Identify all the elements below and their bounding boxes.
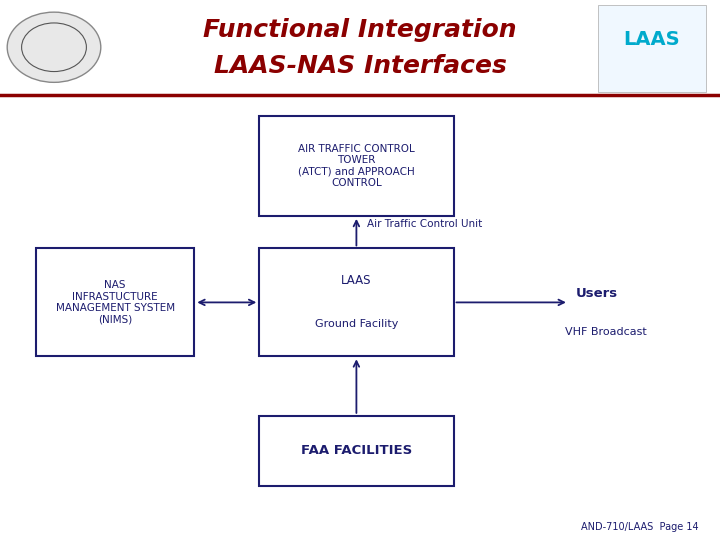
Text: FAA FACILITIES: FAA FACILITIES (301, 444, 412, 457)
Text: LAAS: LAAS (624, 30, 680, 49)
Text: LAAS-NAS Interfaces: LAAS-NAS Interfaces (214, 54, 506, 78)
Bar (598, 5, 706, 92)
Text: Ground Facility: Ground Facility (315, 319, 398, 329)
Text: LAAS: LAAS (341, 274, 372, 287)
Bar (36, 248, 194, 356)
Bar (259, 416, 454, 486)
Bar (259, 116, 454, 216)
Text: AND-710/LAAS  Page 14: AND-710/LAAS Page 14 (581, 522, 698, 532)
Text: Functional Integration: Functional Integration (203, 18, 517, 42)
Text: Air Traffic Control Unit: Air Traffic Control Unit (367, 219, 482, 230)
Circle shape (7, 12, 101, 82)
Bar (259, 248, 454, 356)
Text: VHF Broadcast: VHF Broadcast (565, 327, 647, 337)
Text: AIR TRAFFIC CONTROL
TOWER
(ATCT) and APPROACH
CONTROL: AIR TRAFFIC CONTROL TOWER (ATCT) and APP… (298, 144, 415, 188)
Bar (0, 0, 720, 94)
Text: Users: Users (576, 287, 618, 300)
Text: NAS
INFRASTUCTURE
MANAGEMENT SYSTEM
(NIMS): NAS INFRASTUCTURE MANAGEMENT SYSTEM (NIM… (55, 280, 175, 325)
